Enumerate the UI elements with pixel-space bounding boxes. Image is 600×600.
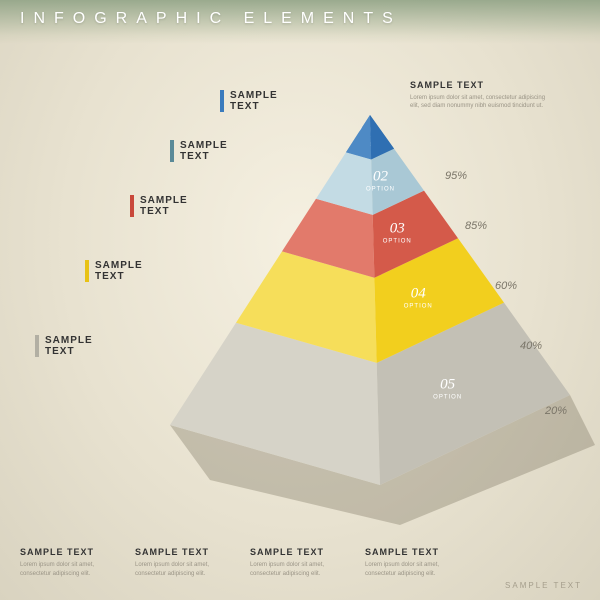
svg-text:05: 05 bbox=[440, 376, 456, 392]
footer-body: Lorem ipsum dolor sit amet, consectetur … bbox=[250, 561, 345, 578]
footer-heading: SAMPLE TEXT bbox=[250, 547, 345, 557]
footer-heading: SAMPLE TEXT bbox=[20, 547, 115, 557]
footer-col-3: SAMPLE TEXT Lorem ipsum dolor sit amet, c… bbox=[250, 547, 345, 578]
label-bar-icon bbox=[130, 195, 134, 217]
pyramid-chart: 05OPTION04OPTION03OPTION02OPTION01OPTION bbox=[170, 115, 570, 485]
label-bar-icon bbox=[220, 90, 224, 112]
layer-label-4: SAMPLETEXT bbox=[95, 260, 215, 282]
svg-text:OPTION: OPTION bbox=[366, 186, 395, 192]
label-line2: TEXT bbox=[230, 101, 350, 112]
layer-label-2: SAMPLETEXT bbox=[180, 140, 300, 162]
right-body: Lorem ipsum dolor sit amet, consectetur … bbox=[410, 94, 550, 111]
layer-label-5: SAMPLETEXT bbox=[45, 335, 165, 357]
footer-col-1: SAMPLE TEXT Lorem ipsum dolor sit amet, c… bbox=[20, 547, 115, 578]
right-heading: SAMPLE TEXT bbox=[410, 80, 550, 90]
percent-label-3: 60% bbox=[495, 280, 517, 292]
svg-text:04: 04 bbox=[411, 285, 427, 301]
signature-text: SAMPLE TEXT bbox=[505, 581, 582, 590]
right-text-block: SAMPLE TEXT Lorem ipsum dolor sit amet, … bbox=[410, 80, 550, 111]
label-line1: SAMPLE bbox=[45, 335, 165, 346]
layer-label-1: SAMPLETEXT bbox=[230, 90, 350, 112]
percent-label-1: 95% bbox=[445, 170, 467, 182]
footer-columns: SAMPLE TEXT Lorem ipsum dolor sit amet, c… bbox=[20, 547, 460, 578]
label-line2: TEXT bbox=[95, 271, 215, 282]
label-line2: TEXT bbox=[45, 346, 165, 357]
percent-label-5: 20% bbox=[545, 405, 567, 417]
label-line1: SAMPLE bbox=[95, 260, 215, 271]
svg-text:02: 02 bbox=[373, 168, 389, 184]
footer-body: Lorem ipsum dolor sit amet, consectetur … bbox=[20, 561, 115, 578]
percent-label-2: 85% bbox=[465, 220, 487, 232]
label-line1: SAMPLE bbox=[180, 140, 300, 151]
svg-text:03: 03 bbox=[390, 220, 405, 236]
label-bar-icon bbox=[85, 260, 89, 282]
footer-col-4: SAMPLE TEXT Lorem ipsum dolor sit amet, c… bbox=[365, 547, 460, 578]
layer-label-3: SAMPLETEXT bbox=[140, 195, 260, 217]
percent-label-4: 40% bbox=[520, 340, 542, 352]
footer-body: Lorem ipsum dolor sit amet, consectetur … bbox=[365, 561, 460, 578]
page-title: INFOGRAPHIC ELEMENTS bbox=[20, 10, 402, 28]
pyramid-svg: 05OPTION04OPTION03OPTION02OPTION01OPTION bbox=[170, 115, 600, 535]
label-line2: TEXT bbox=[180, 151, 300, 162]
label-line1: SAMPLE bbox=[230, 90, 350, 101]
footer-col-2: SAMPLE TEXT Lorem ipsum dolor sit amet, c… bbox=[135, 547, 230, 578]
footer-body: Lorem ipsum dolor sit amet, consectetur … bbox=[135, 561, 230, 578]
svg-text:OPTION: OPTION bbox=[383, 238, 412, 244]
label-bar-icon bbox=[35, 335, 39, 357]
label-line1: SAMPLE bbox=[140, 195, 260, 206]
footer-heading: SAMPLE TEXT bbox=[365, 547, 460, 557]
svg-text:OPTION: OPTION bbox=[404, 303, 433, 309]
svg-text:OPTION: OPTION bbox=[433, 394, 462, 400]
footer-heading: SAMPLE TEXT bbox=[135, 547, 230, 557]
label-line2: TEXT bbox=[140, 206, 260, 217]
label-bar-icon bbox=[170, 140, 174, 162]
